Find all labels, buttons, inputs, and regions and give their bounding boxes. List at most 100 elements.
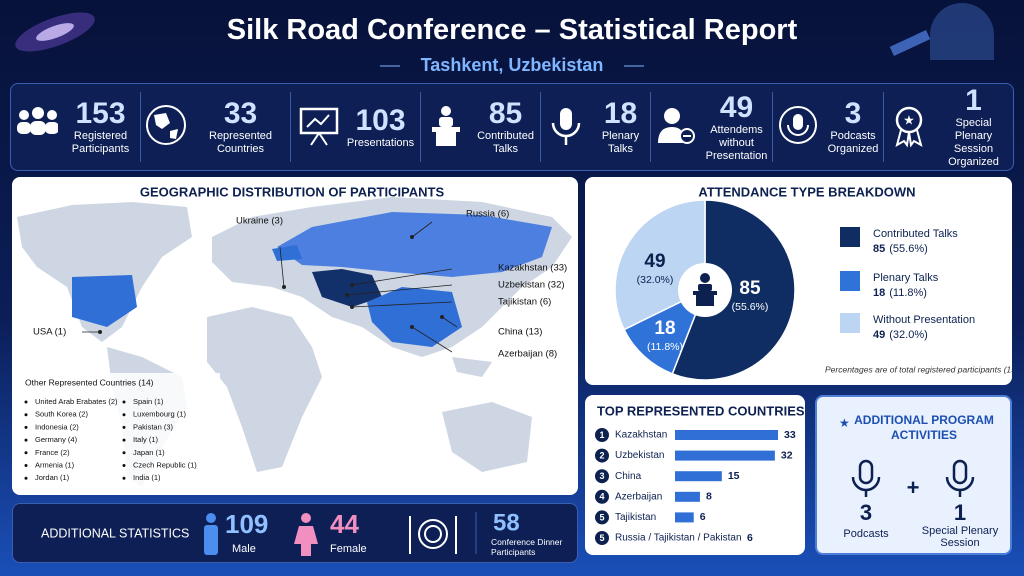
bullet <box>24 413 28 417</box>
bullet <box>24 438 28 442</box>
rank: 4 <box>599 492 604 502</box>
plus: + <box>907 475 920 500</box>
stat-icon <box>299 107 339 146</box>
stat-text: 103 Presentations <box>346 103 415 150</box>
stat-label: Represented Countries <box>209 130 272 155</box>
leader-line <box>351 268 453 286</box>
male-label: Male <box>232 543 256 555</box>
leader-dot <box>98 330 102 334</box>
bar-value: 6 <box>700 511 706 523</box>
female-value: 44 <box>330 509 359 539</box>
stat-text: 49 Attendems without Presentation <box>704 90 770 163</box>
podium-icon <box>693 273 717 306</box>
highlight-kazakhstan <box>312 269 382 307</box>
country-name: Kazakhstan <box>615 430 667 441</box>
bar-value: 8 <box>706 491 712 503</box>
other-country: Indonesia (2) <box>35 422 79 431</box>
legend-value: 49 <box>873 329 885 341</box>
program-label: Special Plenary Session <box>921 525 999 549</box>
country-name: Uzbekistan <box>615 450 664 461</box>
stat-icon <box>657 108 695 144</box>
leader-dot <box>440 315 444 319</box>
other-country: Japan (1) <box>133 448 165 457</box>
leader-line <box>351 301 453 308</box>
map-panel: GEOGRAPHIC DISTRIBUTION OF PARTICIPANTS … <box>12 177 578 495</box>
stat-label: Podcasts Organized <box>827 130 879 155</box>
program-value: 1 <box>954 500 966 525</box>
stat-label: Presentations <box>346 136 415 149</box>
leader-dot <box>350 305 354 309</box>
stat: ★ 1 Special Plenary Session Organized <box>884 85 1013 168</box>
stat-value: 103 <box>355 103 406 137</box>
program-activities: ★ ADDITIONAL PROGRAM ACTIVITIES + 3 Podc… <box>839 413 999 549</box>
other-country: Spain (1) <box>133 397 164 406</box>
stat-value: 49 <box>719 90 754 124</box>
rank-badge <box>595 448 609 463</box>
pie-chart: ATTENDANCE TYPE BREAKDOWN Percentages ar… <box>614 184 1024 381</box>
pie-percent: (32.0%) <box>637 274 674 286</box>
pie-value: 18 <box>654 318 675 339</box>
stat-value: 3 <box>844 97 862 130</box>
country-label: Uzbekistan (32) <box>498 280 565 291</box>
country-label: USA (1) <box>33 327 66 338</box>
leader-line <box>346 284 453 296</box>
other-country: Italy (1) <box>133 435 159 444</box>
stat-text: 153 Registered Participants <box>64 98 138 156</box>
dinner-label-box: Conference Dinner Participants <box>491 537 563 557</box>
stat: 3 Podcasts Organized <box>773 92 884 162</box>
stat-text: 3 Podcasts Organized <box>826 98 881 156</box>
stat: 103 Presentations <box>291 92 421 162</box>
bar <box>675 471 722 482</box>
pie-slice <box>671 199 796 381</box>
rank-badge <box>595 489 609 504</box>
highlight-china <box>367 287 462 347</box>
other-country: South Korea (2) <box>35 410 88 419</box>
dinner-label: Conference Dinner Participants <box>491 537 563 557</box>
pie-value: 85 <box>739 278 761 299</box>
country-label: Kazakhstan (33) <box>498 263 567 274</box>
stat-icon <box>16 107 58 135</box>
other-country: Armenia (1) <box>35 460 75 469</box>
legend-values: 85 (55.6%) <box>873 243 928 255</box>
pie-percent: (11.8%) <box>647 341 683 353</box>
bar <box>675 450 775 461</box>
country-name: Azerbaijan <box>615 491 662 502</box>
bar-value: 15 <box>728 470 740 482</box>
header-decoration <box>15 3 994 67</box>
stat-label: Registered Participants <box>71 130 130 155</box>
bullet <box>122 476 126 480</box>
pie-panel: ATTENDANCE TYPE BREAKDOWN Percentages ar… <box>585 177 1024 385</box>
stat-icon <box>145 105 186 145</box>
stat: 153 Registered Participants <box>11 92 141 162</box>
bullet <box>122 413 126 417</box>
bar <box>675 491 700 502</box>
other-country: India (1) <box>133 473 161 482</box>
legend-value: 85 <box>873 243 885 255</box>
bullet <box>24 425 28 429</box>
rank: 3 <box>599 471 604 481</box>
pie-value: 49 <box>644 251 665 272</box>
country-label: Tajikistan (6) <box>498 297 551 308</box>
stats-bar: 153 Registered Participants 33 Represented … <box>10 83 1014 171</box>
bullet <box>122 400 126 404</box>
male-icon <box>204 513 218 555</box>
leader-line <box>441 316 458 328</box>
country-name: Russia / Tajikistan / Pakistan <box>615 533 742 544</box>
rank: 5 <box>599 533 604 543</box>
legend-name: Without Presentation <box>873 314 975 326</box>
additional-title: ADDITIONAL STATISTICS <box>41 526 189 540</box>
stat-label: Attendems without Presentation <box>705 123 768 162</box>
male-value: 109 <box>225 509 268 539</box>
bullet <box>24 476 28 480</box>
female-label: Female <box>330 543 367 555</box>
dinner-value: 58 <box>493 509 520 536</box>
additional-stats-panel: ADDITIONAL STATISTICS 109 Male 44 Female… <box>12 503 578 563</box>
stat-text: 33 Represented Countries <box>194 98 288 156</box>
legend-percent: (55.6%) <box>889 243 928 255</box>
stat-value: 85 <box>488 97 523 130</box>
program-label-box: Special Plenary Session <box>921 525 999 549</box>
legend-swatch <box>840 313 860 333</box>
bar <box>675 512 694 523</box>
